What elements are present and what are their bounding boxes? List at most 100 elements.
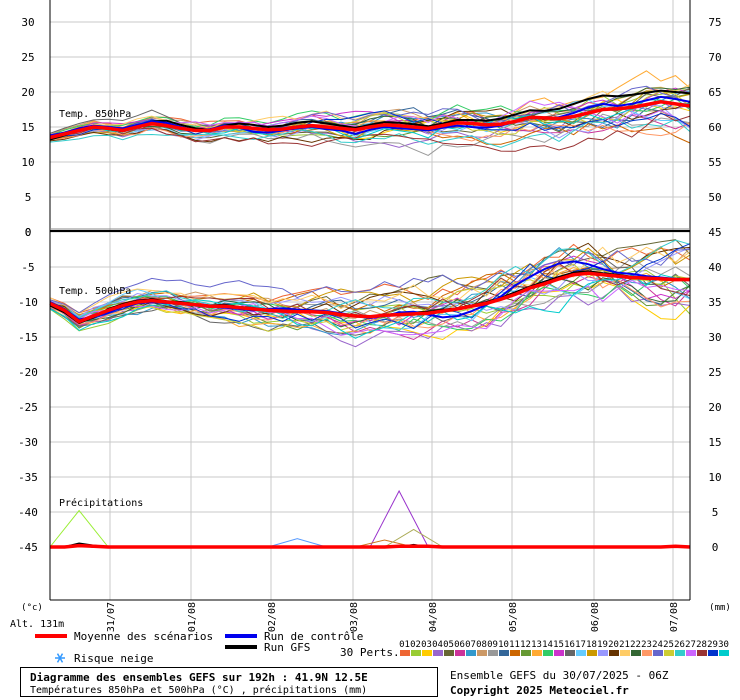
- tick-label-left-500: -45: [18, 541, 38, 554]
- pert-id-29: 29: [707, 640, 718, 650]
- ensemble-member-24-500: [49, 248, 691, 314]
- tick-label-right-500: 5: [712, 506, 719, 519]
- pert-swatch-04: [433, 650, 443, 656]
- pert-swatch-03: [422, 650, 432, 656]
- ensemble-member-11-500: [49, 267, 691, 318]
- pert-swatch-01: [400, 650, 410, 656]
- perts-label: 30 Perts.: [340, 646, 400, 659]
- legend-label-snow: Risque neige: [74, 652, 153, 665]
- pert-swatch-27: [686, 650, 696, 656]
- precip-spike: [268, 538, 327, 548]
- mean-line: [49, 271, 690, 324]
- ensemble-member-09-850: [49, 113, 691, 156]
- x-tick-label: 02/08: [267, 602, 278, 632]
- pert-id-19: 19: [597, 640, 608, 650]
- tick-label-left-850: 5: [25, 191, 32, 204]
- tick-label-right-850: 55: [708, 156, 721, 169]
- pert-swatch-07: [466, 650, 476, 656]
- x-tick-label: 04/08: [428, 602, 439, 632]
- tick-label-right-500: 25: [708, 366, 721, 379]
- pert-id-22: 22: [630, 640, 641, 650]
- legend-swatch-gfs: [225, 645, 257, 649]
- tick-label-left-500: -20: [18, 366, 38, 379]
- right-unit: (mm): [709, 603, 731, 613]
- tick-label-left-500: -35: [18, 471, 38, 484]
- ensemble-member-26-850: [49, 118, 691, 148]
- pert-id-16: 16: [564, 640, 575, 650]
- tick-label-right-850: 50: [708, 191, 721, 204]
- ensemble-member-21-500: [49, 246, 691, 314]
- pert-swatch-19: [598, 650, 608, 656]
- pert-swatch-14: [543, 650, 553, 656]
- ensemble-member-19-500: [49, 247, 691, 318]
- ensemble-member-28-850: [49, 112, 691, 152]
- pert-id-11: 11: [509, 640, 520, 650]
- pert-swatch-15: [554, 650, 564, 656]
- x-tick-label: 06/08: [590, 602, 601, 632]
- tick-label-left-850: 0: [25, 226, 32, 239]
- pert-id-26: 26: [674, 640, 685, 650]
- pert-id-30: 30: [718, 640, 729, 650]
- pert-id-04: 04: [432, 640, 443, 650]
- pert-id-15: 15: [553, 640, 564, 650]
- pert-swatch-30: [719, 650, 729, 656]
- pert-swatch-22: [631, 650, 641, 656]
- pert-swatch-10: [499, 650, 509, 656]
- pert-swatch-24: [653, 650, 663, 656]
- pert-id-14: 14: [542, 640, 553, 650]
- tick-label-right-850: 75: [708, 16, 721, 29]
- tick-label-left-500: -30: [18, 436, 38, 449]
- mean-line: [50, 543, 691, 549]
- ensemble-member-16-500: [49, 256, 691, 336]
- tick-label-right-850: 60: [708, 121, 721, 134]
- legend-swatch-mean: [35, 634, 67, 638]
- pert-id-03: 03: [421, 640, 432, 650]
- tick-label-left-500: -25: [18, 401, 38, 414]
- ensemble-series: [49, 70, 691, 549]
- tick-label-left-850: 25: [21, 51, 34, 64]
- pert-swatch-09: [488, 650, 498, 656]
- pert-swatch-08: [477, 650, 487, 656]
- pert-id-08: 08: [476, 640, 487, 650]
- ensemble-member-20-500: [49, 242, 691, 321]
- pert-swatch-16: [565, 650, 575, 656]
- tick-label-right-500: 20: [708, 401, 721, 414]
- axis-labels: 3025201510507570656055500-5-10-15-20-25-…: [10, 16, 731, 632]
- tick-label-left-500: -15: [18, 331, 38, 344]
- tick-label-right-500: 30: [708, 331, 721, 344]
- x-tick-label: 31/07: [106, 602, 117, 632]
- tick-label-right-500: 40: [708, 261, 721, 274]
- tick-label-right-500: 35: [708, 296, 721, 309]
- panel-title-precip: Précipitations: [59, 497, 143, 509]
- snowflake-icon: [55, 653, 65, 663]
- pert-id-02: 02: [410, 640, 421, 650]
- chart-info-box: Diagramme des ensembles GEFS sur 192h : …: [20, 667, 438, 697]
- pert-swatch-11: [510, 650, 520, 656]
- tick-label-right-850: 65: [708, 86, 721, 99]
- pert-id-17: 17: [575, 640, 586, 650]
- x-tick-label: 05/08: [508, 602, 519, 632]
- pert-swatch-23: [642, 650, 652, 656]
- pert-swatch-29: [708, 650, 718, 656]
- pert-id-07: 07: [465, 640, 476, 650]
- pert-swatch-20: [609, 650, 619, 656]
- precip-spike: [49, 509, 109, 548]
- panel-title-850: Temp. 850hPa: [59, 109, 131, 120]
- mean-line: [49, 100, 691, 140]
- tick-label-left-850: 15: [21, 121, 34, 134]
- pert-id-24: 24: [652, 640, 663, 650]
- legend-label-mean: Moyenne des scénarios: [74, 630, 213, 643]
- tick-label-left-500: 0: [25, 226, 32, 239]
- legend-label-control: Run de contrôle: [264, 630, 363, 643]
- left-unit: (°c): [21, 603, 43, 613]
- pert-swatch-26: [675, 650, 685, 656]
- tick-label-right-500: 10: [708, 471, 721, 484]
- pert-swatch-17: [576, 650, 586, 656]
- pert-id-06: 06: [454, 640, 465, 650]
- pert-swatch-13: [532, 650, 542, 656]
- pert-swatch-28: [697, 650, 707, 656]
- tick-label-left-500: -5: [21, 261, 34, 274]
- tick-label-left-850: 20: [21, 86, 34, 99]
- pert-swatch-05: [444, 650, 454, 656]
